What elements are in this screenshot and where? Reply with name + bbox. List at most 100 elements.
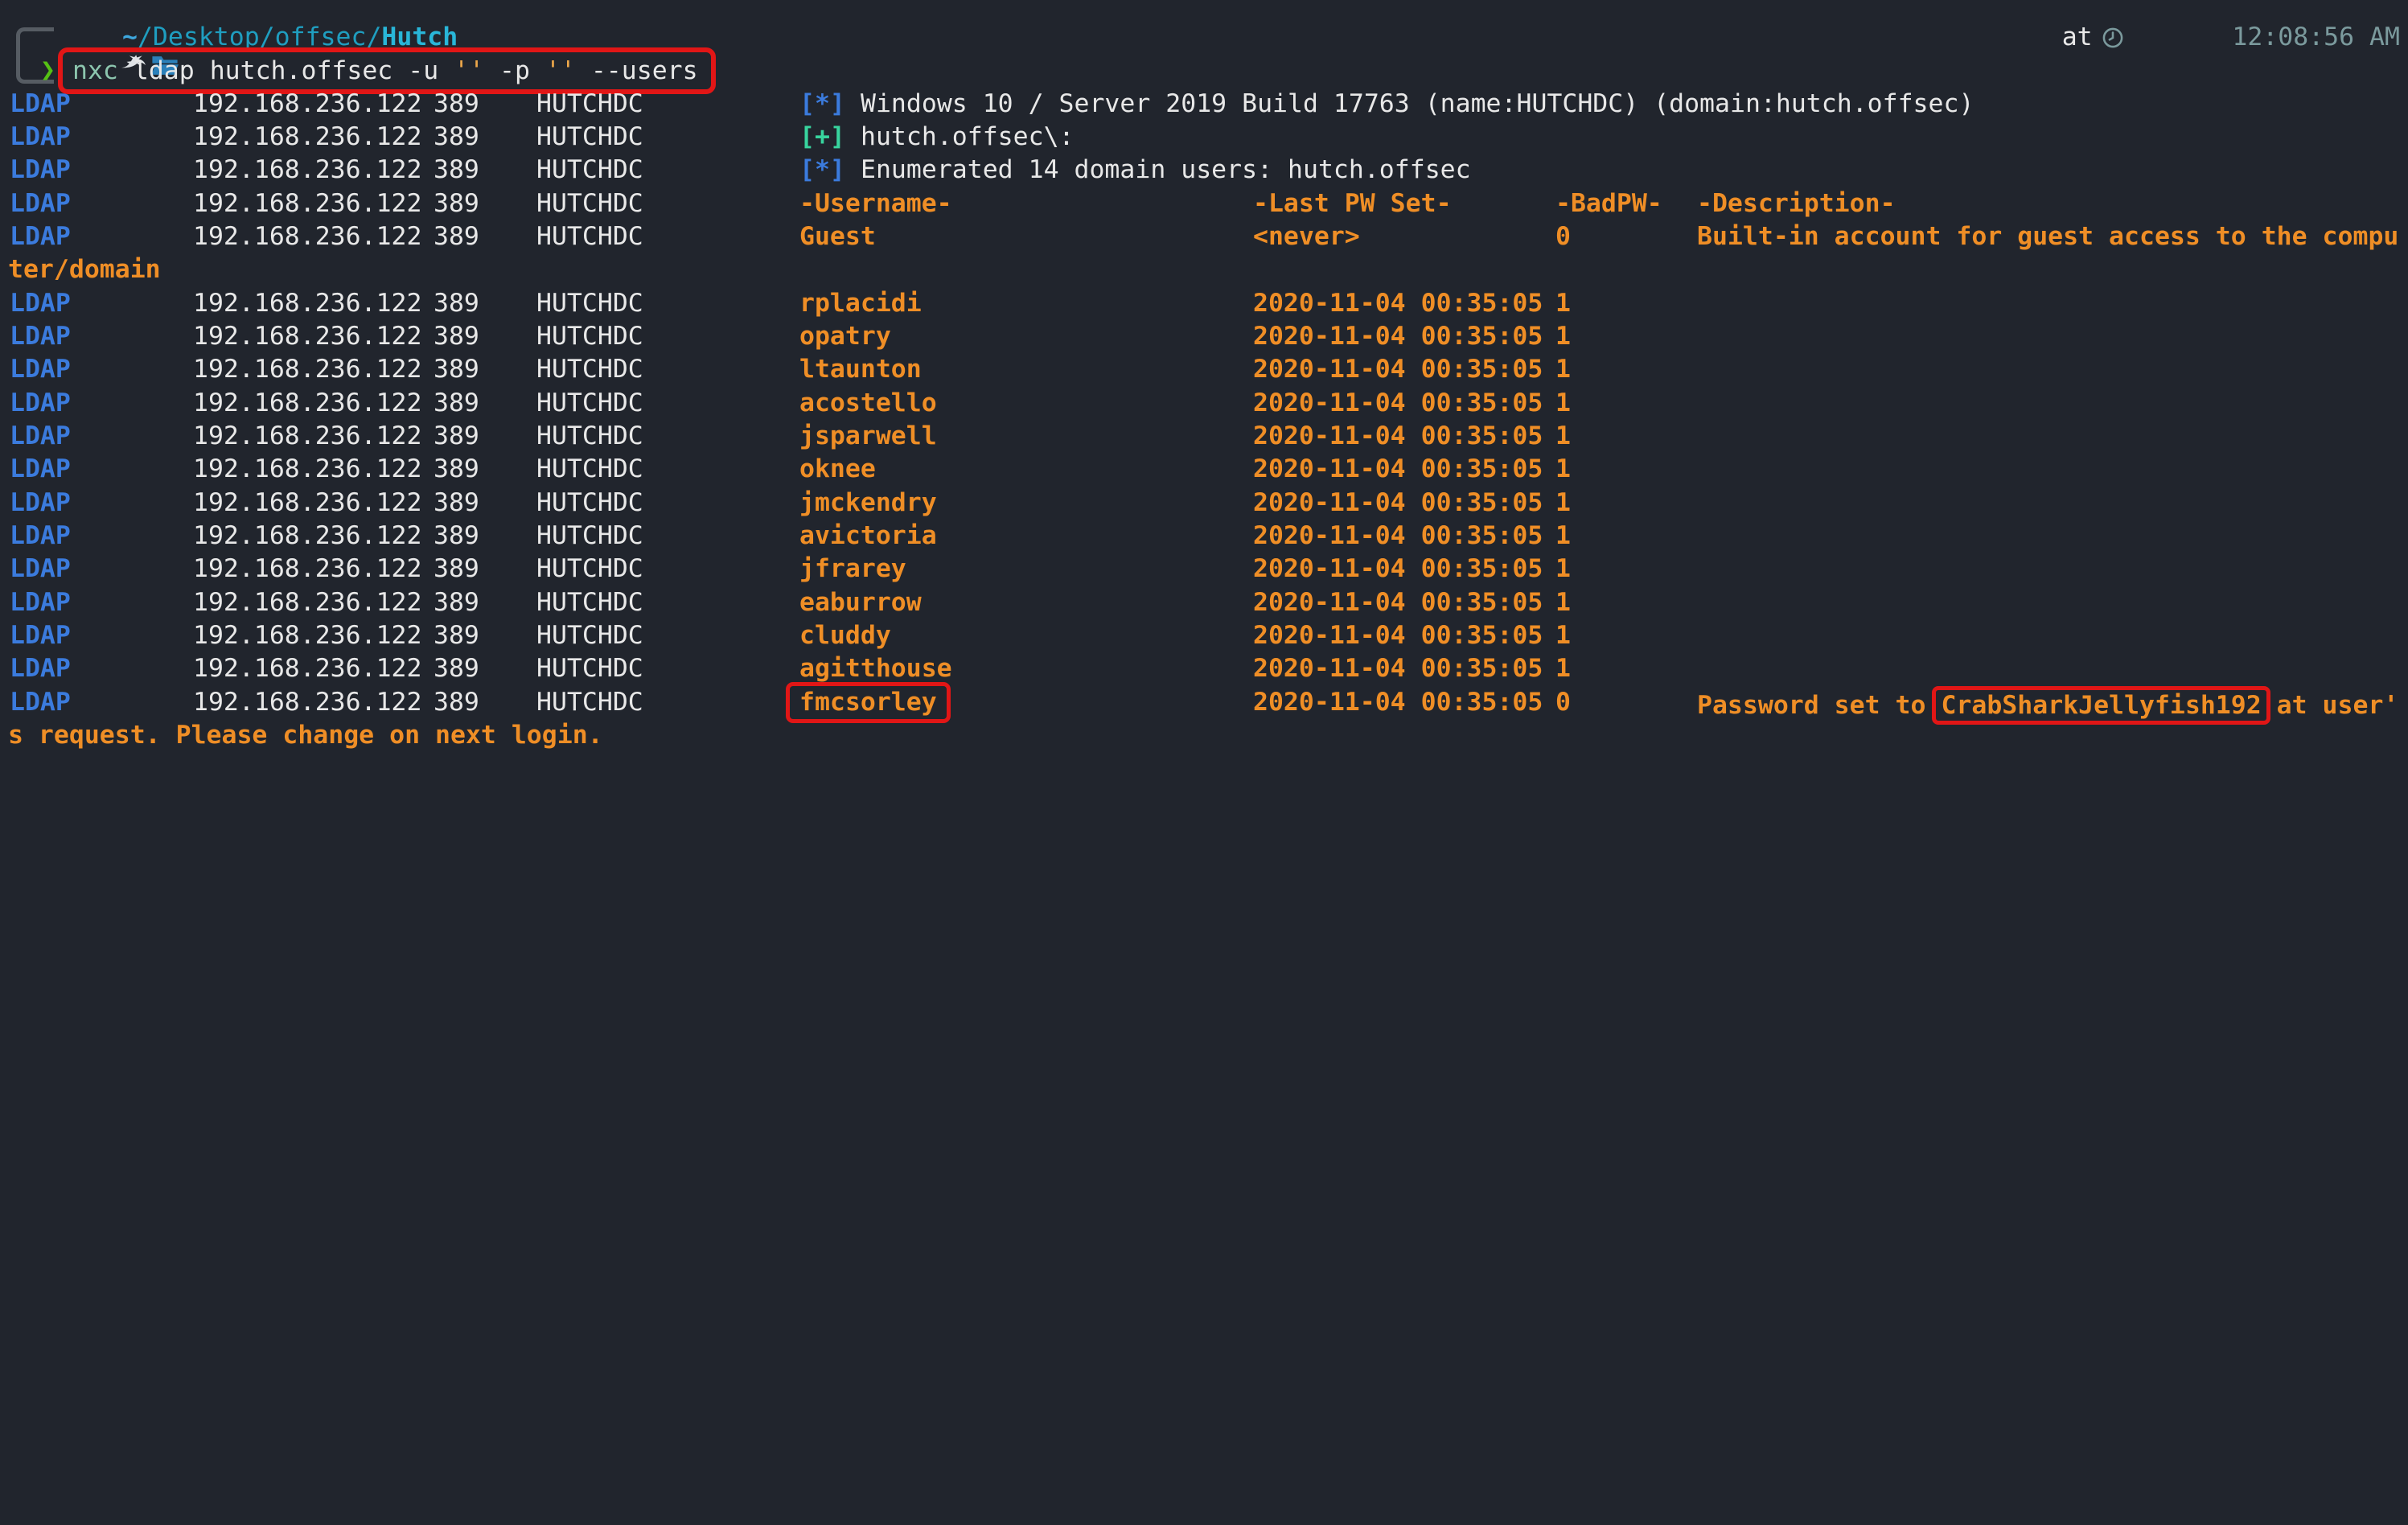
hostname-cell: HUTCHDC: [536, 355, 643, 384]
lastpwset-cell: 2020-11-04 00:35:05: [1253, 588, 1543, 617]
description-after: at user': [2261, 691, 2399, 720]
port-cell: 389: [434, 421, 479, 450]
hostname-cell: HUTCHDC: [536, 454, 643, 483]
protocol-cell: LDAP: [10, 421, 71, 450]
prompt-chevron-icon: ❯: [40, 55, 55, 84]
command-line: ❯ nxc ldap hutch.offsec -u '' -p '' --us…: [0, 47, 2408, 94]
port-cell: 389: [434, 588, 479, 617]
ip-cell: 192.168.236.122: [193, 454, 422, 483]
username-cell: jsparwell: [799, 421, 937, 450]
hostname-cell: HUTCHDC: [536, 322, 643, 351]
protocol-cell: LDAP: [10, 89, 71, 118]
banner-message: Windows 10 / Server 2019 Build 17763 (na…: [861, 89, 1974, 118]
badpw-cell: 1: [1555, 488, 1571, 517]
command-program: nxc: [72, 56, 118, 85]
ldap-user-row: LDAP 192.168.236.122 389 HUTCHDC oknee 2…: [0, 453, 2408, 486]
ip-cell: 192.168.236.122: [193, 189, 422, 218]
protocol-cell: LDAP: [10, 155, 71, 184]
ip-cell: 192.168.236.122: [193, 588, 422, 617]
port-cell: 389: [434, 521, 479, 550]
ldap-row-guest: LDAP 192.168.236.122 389 HUTCHDC Guest <…: [0, 220, 2408, 253]
hostname-cell: HUTCHDC: [536, 421, 643, 450]
protocol-cell: LDAP: [10, 289, 71, 318]
password-value: CrabSharkJellyfish192: [1941, 691, 2262, 720]
protocol-cell: LDAP: [10, 322, 71, 351]
path-tilde: ~: [122, 23, 138, 51]
ldap-user-row: LDAP 192.168.236.122 389 HUTCHDC agittho…: [0, 652, 2408, 685]
port-cell: 389: [434, 89, 479, 118]
lastpwset-cell: 2020-11-04 00:35:05: [1253, 654, 1543, 683]
command-args-2: -p: [484, 56, 545, 85]
ip-cell: 192.168.236.122: [193, 322, 422, 351]
badpw-cell: 1: [1555, 322, 1571, 351]
port-cell: 389: [434, 554, 479, 583]
port-cell: 389: [434, 289, 479, 318]
time-label: at: [2061, 23, 2093, 51]
hostname-cell: HUTCHDC: [536, 189, 643, 218]
protocol-cell: LDAP: [10, 554, 71, 583]
port-cell: 389: [434, 388, 479, 417]
lastpwset-cell: 2020-11-04 00:35:05: [1253, 621, 1543, 650]
badpw-cell: 1: [1555, 421, 1571, 450]
lastpwset-cell: 2020-11-04 00:35:05: [1253, 322, 1543, 351]
port-cell: 389: [434, 488, 479, 517]
port-cell: 389: [434, 688, 479, 717]
badpw-cell: 0: [1555, 688, 1571, 717]
hostname-cell: HUTCHDC: [536, 122, 643, 151]
ldap-row-banner: LDAP 192.168.236.122 389 HUTCHDC [*] Win…: [0, 88, 2408, 121]
ldap-row-fmcsorley: LDAP 192.168.236.122 389 HUTCHDC fmcsorl…: [0, 682, 2408, 725]
badpw-cell: 1: [1555, 588, 1571, 617]
info-sigil: [*]: [799, 89, 845, 118]
port-cell: 389: [434, 454, 479, 483]
ip-cell: 192.168.236.122: [193, 554, 422, 583]
username-cell: eaburrow: [799, 588, 922, 617]
description-wrap: ter/domain: [8, 255, 161, 284]
username-cell: oknee: [799, 454, 876, 483]
path-prefix: /Desktop/offsec/: [137, 23, 382, 51]
badpw-cell: 1: [1555, 654, 1571, 683]
prompt-bracket: [16, 27, 54, 84]
username-cell: jmckendry: [799, 488, 937, 517]
terminal-window[interactable]: ~/Desktop/offsec/Hutch at 12:08:56 AM ❯ …: [0, 0, 2408, 762]
lastpwset-cell: 2020-11-04 00:35:05: [1253, 454, 1543, 483]
lastpwset-cell: 2020-11-04 00:35:05: [1253, 289, 1543, 318]
command-quote-2: '': [544, 56, 576, 85]
command-args-1: ldap hutch.offsec -u: [117, 56, 454, 85]
username-cell: Guest: [799, 222, 876, 251]
ip-cell: 192.168.236.122: [193, 521, 422, 550]
username-highlight-box: fmcsorley: [786, 682, 951, 723]
time-value: 12:08:56 AM: [2232, 23, 2400, 51]
port-cell: 389: [434, 189, 479, 218]
port-cell: 389: [434, 222, 479, 251]
protocol-cell: LDAP: [10, 588, 71, 617]
ip-cell: 192.168.236.122: [193, 289, 422, 318]
ldap-row-auth: LDAP 192.168.236.122 389 HUTCHDC [+] hut…: [0, 121, 2408, 154]
ip-cell: 192.168.236.122: [193, 488, 422, 517]
hostname-cell: HUTCHDC: [536, 488, 643, 517]
hostname-cell: HUTCHDC: [536, 89, 643, 118]
badpw-cell: 1: [1555, 454, 1571, 483]
kali-dragon-icon: [56, 22, 148, 113]
protocol-cell: LDAP: [10, 621, 71, 650]
lastpwset-cell: <never>: [1253, 222, 1360, 251]
badpw-cell: 0: [1555, 222, 1571, 251]
ip-cell: 192.168.236.122: [193, 421, 422, 450]
auth-message: hutch.offsec\:: [861, 122, 1075, 151]
hostname-cell: HUTCHDC: [536, 521, 643, 550]
protocol-cell: LDAP: [10, 189, 71, 218]
username-cell: ltaunton: [799, 355, 922, 384]
port-cell: 389: [434, 322, 479, 351]
badpw-cell: 1: [1555, 289, 1571, 318]
protocol-cell: LDAP: [10, 388, 71, 417]
ldap-user-row: LDAP 192.168.236.122 389 HUTCHDC cluddy …: [0, 619, 2408, 652]
protocol-cell: LDAP: [10, 222, 71, 251]
protocol-cell: LDAP: [10, 488, 71, 517]
protocol-cell: LDAP: [10, 688, 71, 717]
badpw-cell: 1: [1555, 388, 1571, 417]
username-cell: cluddy: [799, 621, 891, 650]
ldap-user-row: LDAP 192.168.236.122 389 HUTCHDC jfrarey…: [0, 553, 2408, 586]
ip-cell: 192.168.236.122: [193, 388, 422, 417]
badpw-cell: 1: [1555, 521, 1571, 550]
ldap-user-row: LDAP 192.168.236.122 389 HUTCHDC ltaunto…: [0, 353, 2408, 386]
hostname-cell: HUTCHDC: [536, 222, 643, 251]
